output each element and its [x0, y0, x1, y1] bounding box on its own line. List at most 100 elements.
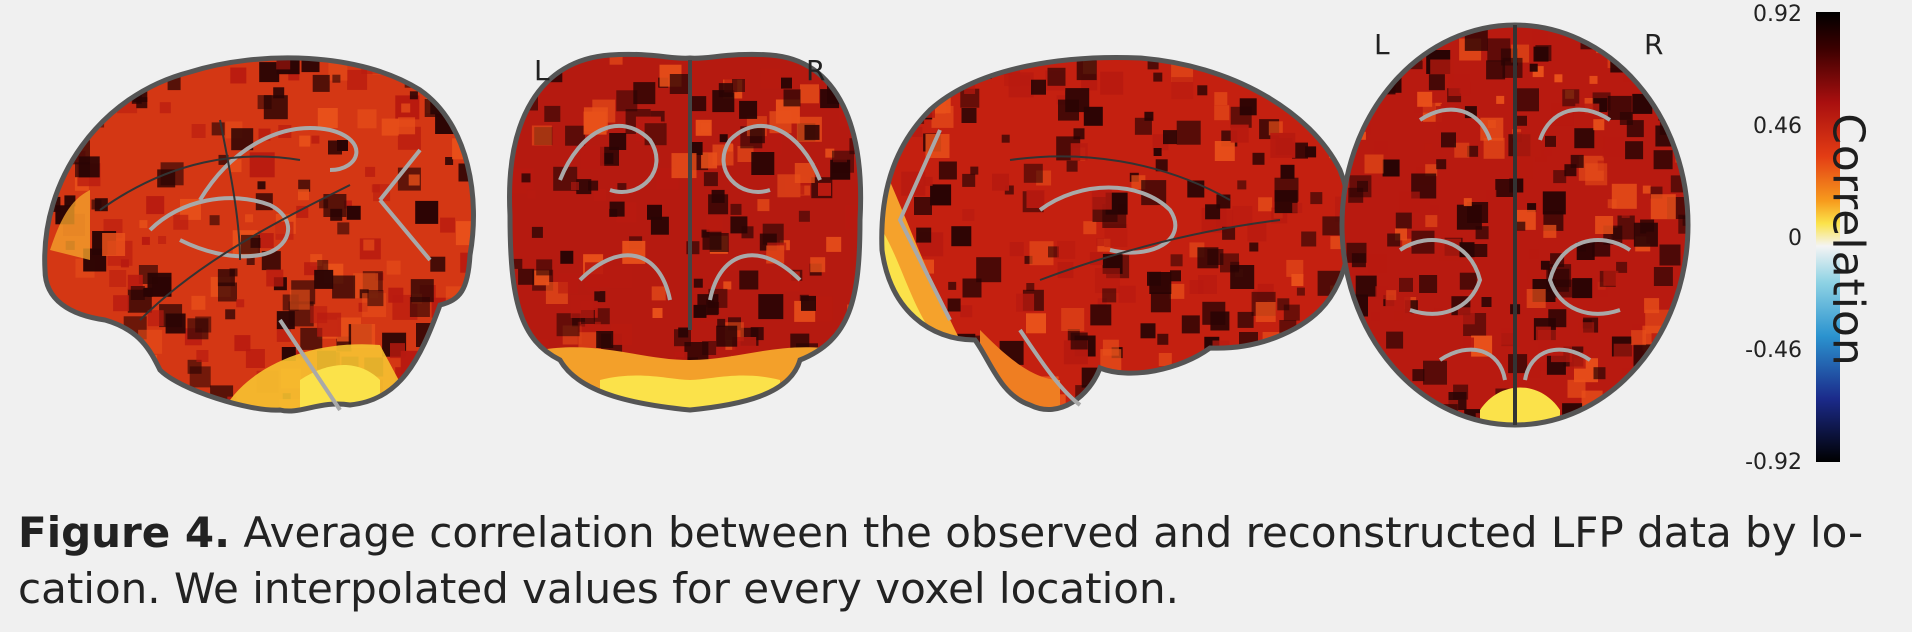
voxel	[1249, 242, 1259, 252]
voxel	[1353, 393, 1371, 411]
voxel	[1246, 353, 1270, 377]
voxel	[1292, 142, 1308, 159]
voxel	[976, 257, 1002, 283]
voxel	[938, 161, 957, 180]
voxel	[1419, 275, 1438, 293]
voxel	[539, 388, 561, 410]
axial-left-label: L	[1374, 28, 1390, 61]
voxel	[1351, 332, 1366, 347]
colorbar	[1816, 12, 1840, 462]
voxel	[1305, 146, 1317, 158]
sagittal-left-view	[42, 55, 476, 414]
voxel	[1118, 285, 1136, 303]
voxel	[1644, 298, 1660, 314]
voxel	[1265, 353, 1286, 373]
voxel	[898, 351, 912, 365]
voxel	[460, 341, 474, 363]
voxel	[1154, 405, 1167, 410]
voxel	[1374, 141, 1389, 155]
caption-label: Figure 4.	[18, 508, 231, 557]
colorbar-label: Correlation	[1822, 113, 1874, 367]
voxel	[1291, 274, 1304, 286]
voxel	[558, 273, 579, 294]
voxel	[760, 68, 781, 89]
voxel	[1147, 58, 1159, 70]
voxel	[1334, 84, 1348, 98]
voxel	[1595, 216, 1614, 234]
voxel	[800, 185, 811, 196]
voxel	[1308, 61, 1321, 74]
voxel	[611, 323, 632, 345]
voxel	[571, 182, 579, 190]
voxel	[246, 257, 255, 265]
voxel	[1252, 152, 1265, 165]
voxel	[1577, 242, 1586, 252]
voxel	[852, 335, 861, 344]
voxel	[346, 205, 361, 220]
voxel	[107, 411, 130, 412]
voxel	[1237, 311, 1254, 328]
voxel	[859, 117, 861, 139]
voxel	[596, 331, 614, 348]
voxel	[1286, 259, 1304, 277]
voxel	[191, 295, 206, 310]
voxel	[387, 57, 408, 74]
voxel	[930, 184, 952, 206]
voxel	[1157, 333, 1169, 345]
voxel	[777, 174, 801, 198]
voxel	[1486, 60, 1506, 80]
voxel	[617, 183, 627, 193]
voxel	[343, 200, 352, 209]
voxel	[863, 274, 887, 298]
voxel	[839, 54, 859, 71]
voxel	[1301, 231, 1317, 247]
voxel	[1320, 92, 1340, 112]
voxel	[430, 256, 446, 272]
voxel	[826, 236, 842, 252]
voxel	[1397, 389, 1419, 411]
voxel	[1680, 298, 1688, 311]
voxel	[147, 310, 164, 327]
voxel	[1066, 160, 1078, 172]
voxel	[818, 382, 842, 406]
voxel	[56, 359, 80, 383]
voxel	[410, 279, 434, 303]
voxel	[845, 205, 861, 230]
voxel	[1355, 275, 1377, 297]
voxel	[886, 77, 910, 101]
voxel	[1009, 242, 1024, 257]
voxel	[650, 216, 669, 235]
voxel	[519, 78, 529, 88]
voxel	[509, 72, 524, 88]
voxel	[1567, 379, 1586, 398]
voxel	[409, 297, 430, 317]
voxel	[1100, 71, 1124, 95]
voxel	[245, 349, 265, 368]
voxel	[1290, 400, 1313, 410]
voxel	[257, 95, 272, 110]
voxel	[365, 166, 376, 177]
voxel	[1592, 136, 1605, 149]
voxel	[191, 124, 206, 138]
voxel	[1486, 189, 1497, 200]
voxel	[1256, 378, 1265, 387]
voxel	[144, 376, 165, 397]
voxel	[1230, 106, 1252, 128]
voxel	[1395, 212, 1412, 229]
voxel	[1527, 203, 1537, 213]
voxel	[1643, 365, 1664, 386]
voxel	[300, 327, 323, 350]
voxel	[1420, 423, 1441, 425]
voxel	[1642, 185, 1651, 194]
voxel	[1637, 379, 1650, 391]
voxel	[616, 90, 638, 112]
voxel	[1214, 92, 1228, 106]
voxel	[299, 135, 311, 147]
voxel	[1500, 327, 1520, 347]
voxel	[948, 281, 957, 290]
voxel	[1589, 75, 1598, 84]
voxel	[1102, 288, 1117, 303]
voxel	[357, 109, 377, 129]
voxel	[1467, 202, 1489, 223]
voxel	[86, 390, 108, 412]
